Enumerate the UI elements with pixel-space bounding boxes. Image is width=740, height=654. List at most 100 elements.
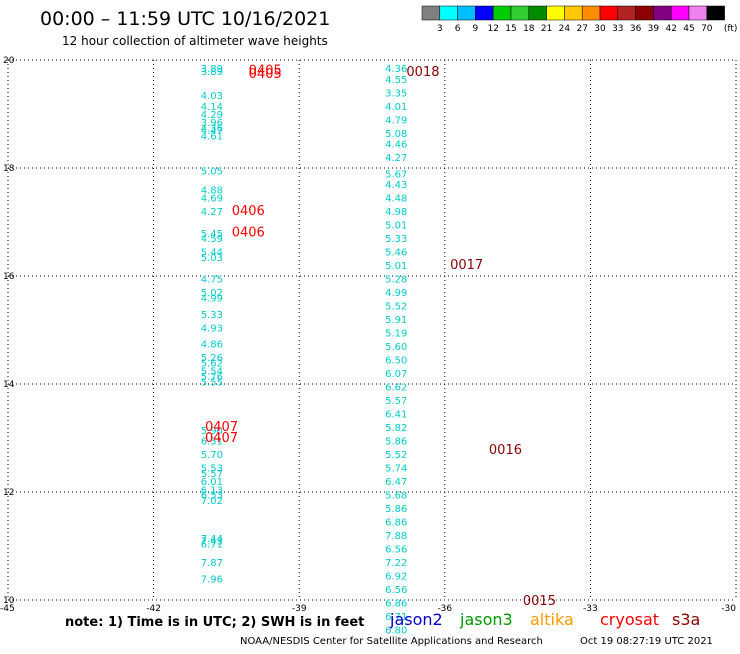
swh-data-label: 6.47 [385, 477, 407, 488]
swh-data-label: 7.02 [201, 496, 223, 507]
swh-data-label: 5.02 [201, 288, 223, 299]
colorbar-label: 27 [576, 24, 587, 34]
colorbar-swatch [439, 5, 458, 21]
swh-data-label: 4.86 [201, 340, 223, 351]
swh-data-label: 5.90 [201, 426, 223, 437]
colorbar-label: 12 [487, 24, 498, 34]
colorbar-swatch [635, 5, 654, 21]
colorbar-label: 36 [630, 24, 642, 34]
x-tick-label: -30 [721, 604, 736, 614]
pass-number-label: 0407 [205, 420, 238, 435]
colorbar-label: 70 [701, 24, 713, 34]
swh-data-label: 6.01 [201, 477, 223, 488]
colorbar-label: 33 [612, 24, 623, 34]
swh-data-label: 4.47 [201, 126, 223, 137]
colorbar-label: 3 [437, 24, 443, 34]
colorbar: 3 6 9 12 15 18 21 24 27 30 33 36 39 42 45 70 (ft) [421, 5, 738, 34]
swh-data-label: 6.86 [385, 599, 407, 610]
pass-number-label: 0405 [249, 64, 282, 79]
swh-data-label: 6.53 [201, 491, 223, 502]
swh-data-label: 5.01 [385, 261, 407, 272]
swh-data-label: 5.86 [385, 437, 407, 448]
pass-number-label: 0406 [232, 226, 265, 241]
swh-data-label: 6.71 [385, 612, 407, 623]
colorbar-label: 39 [648, 24, 660, 34]
swh-data-label: 4.36 [201, 124, 223, 135]
swh-data-label: 7.43 [201, 537, 223, 548]
swh-data-label: 4.69 [201, 194, 223, 205]
colorbar-label: 21 [541, 24, 552, 34]
data-labels: 3.893.894.034.144.293.964.364.474.615.05… [201, 64, 408, 637]
swh-data-label: 4.99 [385, 288, 407, 299]
swh-data-label: 7.44 [201, 534, 223, 545]
x-tick-label: -39 [292, 604, 307, 614]
swh-data-label: 4.75 [201, 275, 223, 286]
swh-data-label: 4.29 [201, 110, 223, 121]
swh-data-label: 4.46 [385, 140, 407, 151]
colorbar-swatch [492, 5, 512, 21]
y-tick-label: 12 [3, 488, 14, 498]
swh-data-label: 5.33 [385, 234, 407, 245]
colorbar-swatch [510, 5, 530, 21]
footer-timestamp: Oct 19 08:27:19 UTC 2021 [580, 636, 713, 647]
swh-data-label: 4.99 [201, 294, 223, 305]
swh-data-label: 5.86 [385, 504, 407, 515]
swh-data-label: 5.76 [201, 372, 223, 383]
swh-data-label: 5.53 [201, 464, 223, 475]
swh-data-label: 6.51 [201, 437, 223, 448]
swh-data-label: 5.62 [201, 358, 223, 369]
colorbar-label: 9 [473, 24, 479, 34]
swh-data-label: 5.05 [201, 167, 223, 178]
swh-data-label: 5.91 [385, 315, 407, 326]
pass-number-label: 0405 [249, 67, 282, 82]
satellite-legend: jason2 jason3 altika cryosat s3a [389, 610, 700, 629]
swh-data-label: 4.48 [385, 194, 407, 205]
swh-data-label: 5.08 [385, 129, 407, 140]
y-tick-label: 16 [3, 272, 15, 282]
swh-data-label: 4.01 [385, 102, 407, 113]
swh-data-label: 3.89 [201, 67, 223, 78]
pass-number-label: 0016 [489, 443, 522, 458]
footer-note: note: 1) Time is in UTC; 2) SWH is in fe… [65, 615, 364, 630]
swh-data-label: 6.07 [385, 369, 407, 380]
swh-data-label: 3.96 [201, 118, 223, 129]
swh-data-label: 5.68 [385, 491, 407, 502]
swh-data-label: 5.03 [201, 253, 223, 264]
swh-data-label: 4.59 [201, 234, 223, 245]
colorbar-unit: (ft) [724, 24, 738, 34]
swh-data-label: 4.79 [385, 115, 407, 126]
swh-data-label: 4.61 [201, 132, 223, 143]
swh-data-label: 4.03 [201, 91, 223, 102]
swh-data-label: 6.41 [385, 410, 407, 421]
y-tick-label: 18 [3, 164, 15, 174]
swh-data-label: 7.22 [385, 558, 407, 569]
swh-data-label: 4.14 [201, 102, 223, 113]
swh-data-label: 5.60 [385, 342, 407, 353]
pass-number-label: 0407 [205, 431, 238, 446]
swh-data-label: 6.56 [385, 545, 407, 556]
footer-credit: NOAA/NESDIS Center for Satellite Applica… [240, 636, 543, 647]
colorbar-label: 18 [523, 24, 535, 34]
swh-data-label: 5.57 [385, 396, 407, 407]
swh-data-label: 4.36 [385, 64, 407, 75]
y-tick-label: 10 [3, 596, 15, 606]
colorbar-swatch [475, 5, 494, 21]
colorbar-swatch [617, 5, 636, 21]
swh-data-label: 4.55 [385, 75, 407, 86]
y-tick-label: 20 [3, 56, 15, 66]
swh-data-label: 5.52 [385, 302, 407, 313]
swh-data-label: 4.98 [385, 207, 407, 218]
colorbar-swatch [688, 5, 708, 21]
swh-data-label: 5.67 [385, 169, 407, 180]
legend-entry-altika: altika [530, 610, 574, 629]
pass-number-label: 0406 [232, 204, 265, 219]
legend-entry-cryosat: cryosat [600, 610, 659, 629]
swh-data-label: 6.86 [385, 518, 407, 529]
colorbar-swatch [653, 5, 672, 21]
swh-data-label: 6.13 [201, 485, 223, 496]
colorbar-swatch [421, 5, 441, 21]
plot-grid [7, 59, 737, 601]
colorbar-label: 30 [594, 24, 606, 34]
chart-title: 00:00 – 11:59 UTC 10/16/2021 [40, 8, 330, 30]
swh-data-label: 6.80 [385, 626, 407, 637]
